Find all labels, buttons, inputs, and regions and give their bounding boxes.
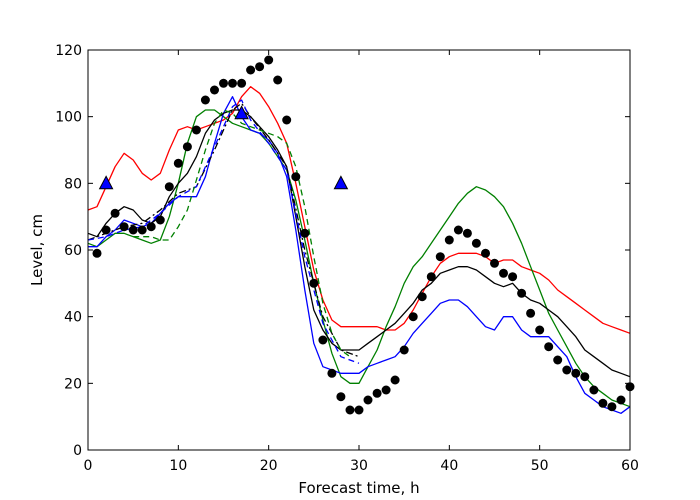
observation-point bbox=[264, 55, 274, 65]
observation-point bbox=[191, 125, 201, 135]
series-line-6 bbox=[87, 99, 360, 364]
observation-point bbox=[219, 78, 228, 88]
markers-layer bbox=[92, 55, 635, 415]
observation-point bbox=[164, 182, 174, 192]
observation-point bbox=[607, 402, 617, 412]
observation-point bbox=[526, 308, 536, 318]
observation-point bbox=[417, 292, 427, 302]
series-layer bbox=[87, 86, 631, 414]
observation-point bbox=[363, 395, 373, 405]
observation-point bbox=[508, 272, 518, 282]
observation-point bbox=[499, 268, 508, 278]
observation-point bbox=[182, 142, 192, 152]
series-line-7 bbox=[133, 109, 351, 358]
observation-point bbox=[598, 398, 608, 408]
ticks-layer: 0 10 20 30 40 50 60 0 20 40 60 80 100 120 bbox=[55, 43, 639, 474]
observation-point bbox=[273, 75, 283, 85]
observation-point bbox=[300, 228, 310, 238]
observation-point bbox=[426, 272, 436, 282]
observation-point bbox=[173, 158, 183, 168]
observation-point bbox=[119, 222, 129, 232]
observation-point bbox=[453, 225, 463, 235]
observation-point bbox=[237, 78, 247, 88]
series-line-1 bbox=[87, 86, 631, 334]
observation-point bbox=[282, 115, 292, 125]
triangle-marker bbox=[234, 105, 249, 120]
observation-point bbox=[327, 368, 337, 378]
x-axis-label: Forecast time, h bbox=[298, 479, 419, 497]
observation-point bbox=[146, 222, 156, 232]
observation-point bbox=[535, 325, 545, 335]
y-tick-label: 20 bbox=[64, 376, 82, 392]
observation-point bbox=[444, 235, 454, 245]
observation-point bbox=[155, 215, 165, 225]
observation-point bbox=[571, 368, 581, 378]
x-tick-label: 60 bbox=[621, 458, 639, 474]
y-tick-label: 80 bbox=[64, 176, 82, 192]
x-tick-label: 30 bbox=[350, 458, 368, 474]
observation-point bbox=[490, 258, 499, 268]
observation-point bbox=[399, 345, 409, 355]
y-tick-label: 120 bbox=[55, 43, 82, 59]
observation-point bbox=[336, 392, 346, 402]
x-tick-label: 20 bbox=[260, 458, 278, 474]
observation-point bbox=[471, 238, 481, 248]
series-line-4 bbox=[87, 109, 631, 378]
observation-point bbox=[128, 225, 138, 235]
observation-point bbox=[381, 385, 391, 395]
observation-point bbox=[544, 342, 554, 352]
y-axis-label: Level, cm bbox=[28, 214, 46, 286]
observation-point bbox=[200, 95, 210, 105]
observation-point bbox=[553, 355, 563, 365]
observation-point bbox=[616, 395, 626, 405]
observation-point bbox=[462, 228, 472, 238]
y-tick-label: 60 bbox=[64, 243, 82, 259]
observation-point bbox=[246, 65, 256, 75]
observation-point bbox=[291, 172, 301, 182]
observation-point bbox=[435, 252, 445, 262]
x-tick-label: 10 bbox=[169, 458, 187, 474]
observation-point bbox=[580, 372, 590, 382]
x-tick-label: 50 bbox=[531, 458, 549, 474]
observation-point bbox=[92, 248, 102, 258]
y-tick-label: 100 bbox=[55, 110, 82, 126]
observation-point bbox=[354, 405, 364, 415]
triangle-marker bbox=[333, 175, 349, 190]
observation-point bbox=[589, 385, 599, 395]
observation-point bbox=[255, 62, 265, 72]
observation-point bbox=[318, 335, 328, 345]
observation-point bbox=[481, 248, 490, 258]
x-tick-label: 0 bbox=[84, 458, 93, 474]
series-line-5 bbox=[87, 102, 360, 358]
observation-point bbox=[137, 225, 147, 235]
observation-point bbox=[110, 208, 120, 218]
observation-point bbox=[372, 388, 382, 398]
observation-point bbox=[228, 78, 237, 88]
observation-point bbox=[210, 85, 219, 95]
observation-point bbox=[562, 365, 572, 375]
y-tick-label: 40 bbox=[64, 310, 82, 326]
observation-point bbox=[345, 405, 355, 415]
observation-point bbox=[390, 375, 400, 385]
triangle-marker bbox=[98, 175, 114, 190]
observation-point bbox=[517, 288, 527, 298]
y-tick-label: 0 bbox=[73, 443, 82, 459]
observation-point bbox=[101, 225, 111, 235]
x-tick-label: 40 bbox=[440, 458, 458, 474]
observation-point bbox=[309, 278, 319, 288]
observation-point bbox=[408, 312, 418, 322]
